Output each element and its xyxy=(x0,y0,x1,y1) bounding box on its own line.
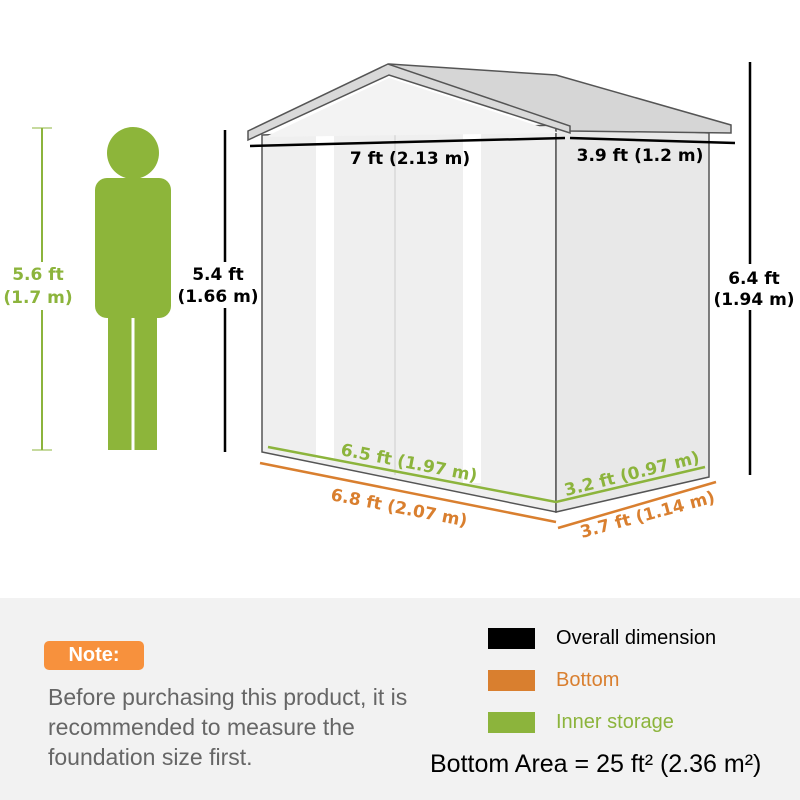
total-height-m: (1.94 m) xyxy=(713,290,794,310)
inner-storage-lines xyxy=(267,445,706,504)
wall-height-m: (1.66 m) xyxy=(177,287,258,307)
note-text: Before purchasing this product, it is re… xyxy=(48,684,408,770)
legend-bottom: Bottom xyxy=(488,669,619,691)
total-height-ft: 6.4 ft xyxy=(728,269,780,289)
shed-roof-front xyxy=(247,63,571,142)
legend-overall: Overall dimension xyxy=(488,627,716,649)
person-height-ft: 5.6 ft xyxy=(12,265,64,285)
bottom-width-label: 6.8 ft (2.07 m) xyxy=(329,485,469,531)
legend-swatch xyxy=(488,627,535,649)
bottom-lines xyxy=(259,461,717,530)
shed-width-label: 7 ft (2.13 m) xyxy=(350,149,470,169)
info-panel xyxy=(0,598,800,800)
bottom-area: Bottom Area = 25 ft² (2.36 m²) xyxy=(430,750,762,778)
legend-inner: Inner storage xyxy=(488,711,674,733)
shed-depth-label: 3.9 ft (1.2 m) xyxy=(577,146,704,166)
legend-label: Bottom xyxy=(556,668,620,691)
shed-diagram: 5.6 ft (1.7 m) 7 ft (2.13 m) 3.9 ft (1.2… xyxy=(3,62,795,543)
wall-height-ft: 5.4 ft xyxy=(192,265,244,285)
legend-label: Overall dimension xyxy=(556,626,717,649)
legend-swatch xyxy=(488,669,535,691)
legend-swatch xyxy=(488,711,535,733)
note-badge: Note: xyxy=(44,641,144,670)
person-height-m: (1.7 m) xyxy=(3,288,72,308)
legend-label: Inner storage xyxy=(556,710,674,733)
